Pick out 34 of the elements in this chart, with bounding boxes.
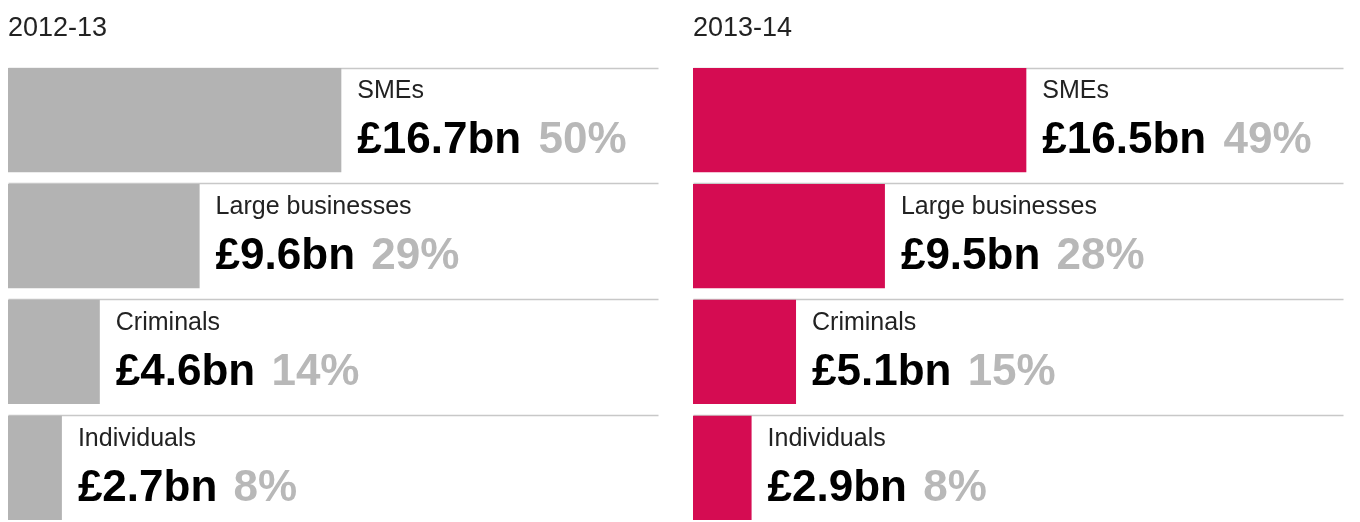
text: 29%	[371, 229, 460, 279]
bar	[8, 415, 62, 520]
text: 50%	[538, 113, 627, 163]
y-tick-label: Criminals	[812, 306, 917, 335]
y-tick-label: SMEs	[1042, 75, 1110, 104]
bar	[693, 68, 1027, 173]
data-label: £16.5bn	[1042, 113, 1207, 163]
y-tick-label: Individuals	[767, 422, 886, 451]
y-tick-label: Large businesses	[900, 191, 1097, 220]
bar	[8, 299, 100, 405]
data-label: £5.1bn	[812, 344, 952, 394]
data-label: £9.6bn	[215, 229, 356, 279]
bar	[693, 299, 797, 405]
annotation: 15%	[967, 344, 1056, 394]
bar	[8, 183, 200, 289]
y-tick-label: Large businesses	[215, 191, 412, 220]
y-tick-label: Individuals	[77, 422, 197, 451]
data-label: £4.6bn	[115, 344, 256, 394]
text: 49%	[1223, 113, 1312, 163]
data-label: £2.9bn	[767, 460, 907, 510]
chart-title: 2013-14	[693, 12, 793, 42]
chart-title: 2012-13	[8, 12, 108, 42]
y-tick-label: SMEs	[357, 75, 425, 104]
data-label: £16.7bn	[357, 113, 522, 163]
annotation: 14%	[271, 344, 360, 394]
annotation: 8%	[233, 460, 298, 510]
y-tick-label: Criminals	[115, 306, 220, 335]
bar	[693, 415, 752, 520]
data-label: £9.5bn	[900, 229, 1041, 279]
bar	[8, 68, 342, 173]
text: 28%	[1056, 229, 1145, 279]
data-label: £2.7bn	[77, 460, 218, 510]
annotation: 8%	[923, 460, 987, 510]
bar	[693, 183, 885, 289]
